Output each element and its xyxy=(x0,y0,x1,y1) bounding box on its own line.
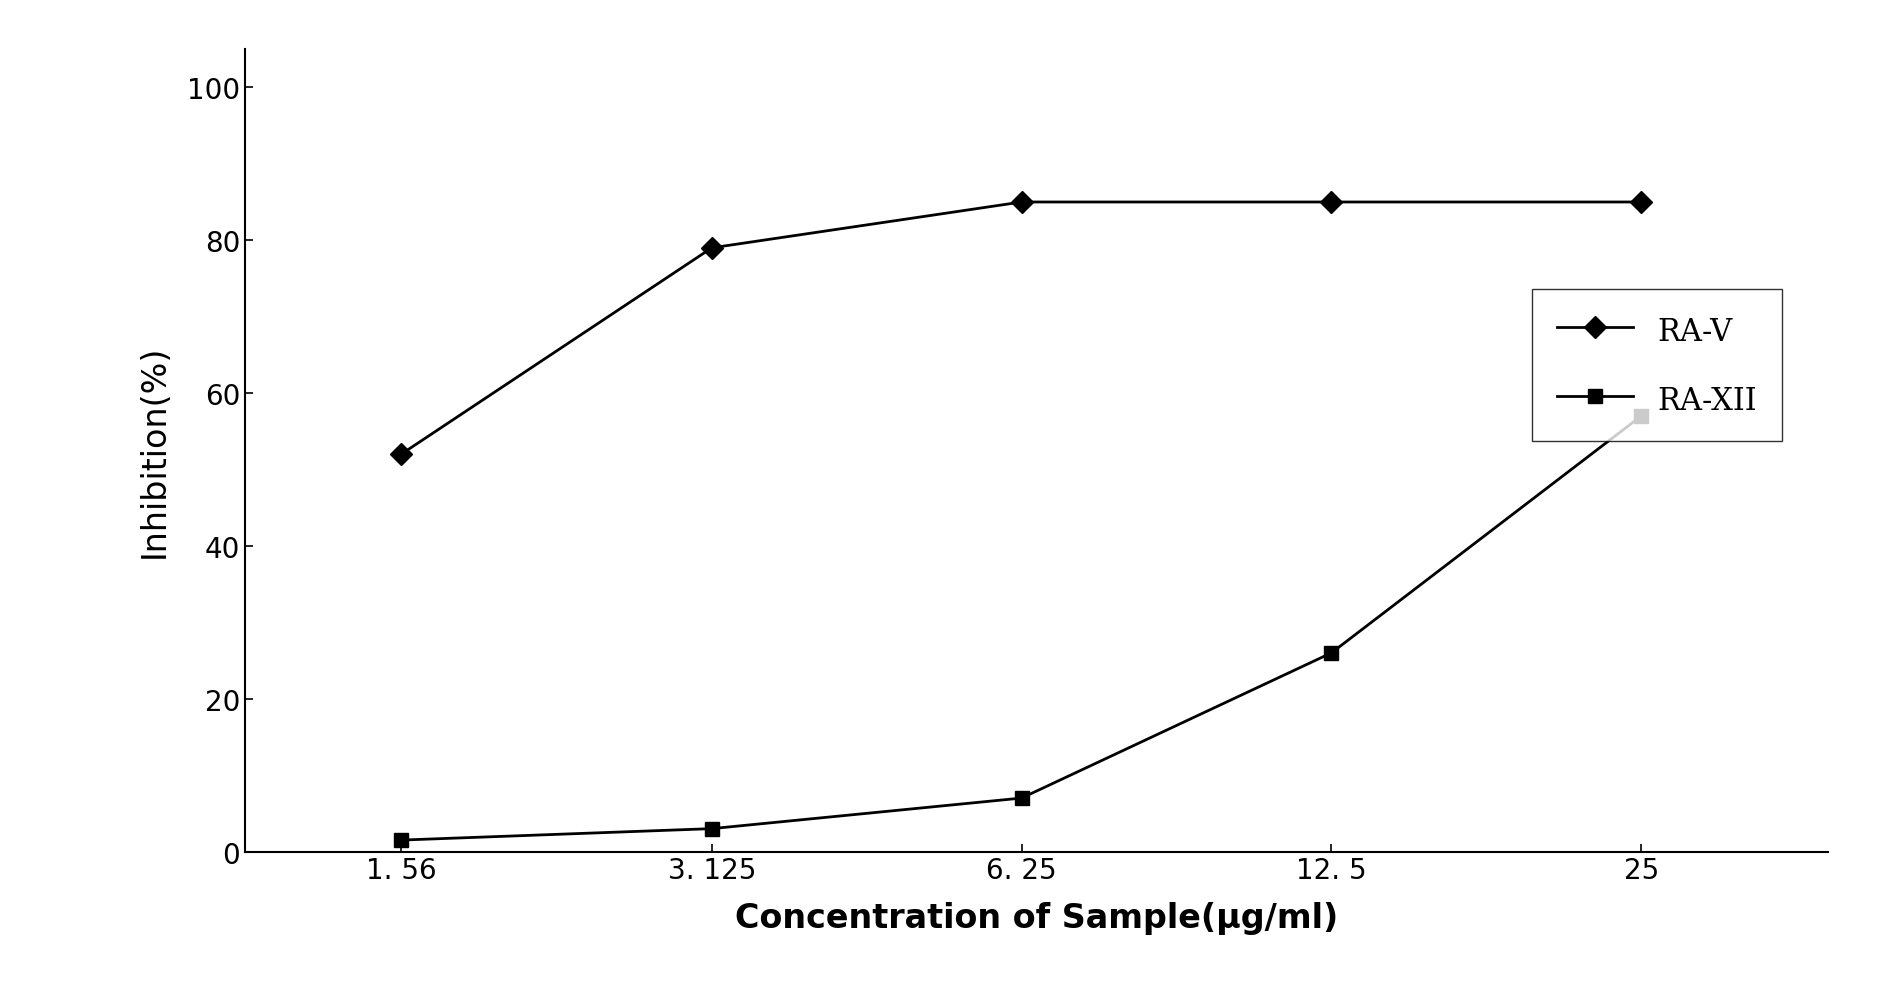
RA-V xyxy=(1631,196,1653,208)
RA-XII xyxy=(1010,793,1033,805)
RA-XII xyxy=(1320,647,1342,659)
RA-XII xyxy=(701,823,724,835)
X-axis label: Concentration of Sample(μg/ml): Concentration of Sample(μg/ml) xyxy=(735,901,1338,934)
Legend: RA-V, RA-XII: RA-V, RA-XII xyxy=(1533,290,1781,441)
RA-XII xyxy=(390,835,413,847)
RA-V xyxy=(390,449,413,461)
RA-XII xyxy=(1631,411,1653,423)
Line: RA-XII: RA-XII xyxy=(394,410,1647,847)
RA-V xyxy=(1320,196,1342,208)
RA-V xyxy=(1010,196,1033,208)
RA-V xyxy=(701,242,724,255)
Line: RA-V: RA-V xyxy=(394,195,1649,462)
Y-axis label: Inhibition(%): Inhibition(%) xyxy=(138,345,170,557)
